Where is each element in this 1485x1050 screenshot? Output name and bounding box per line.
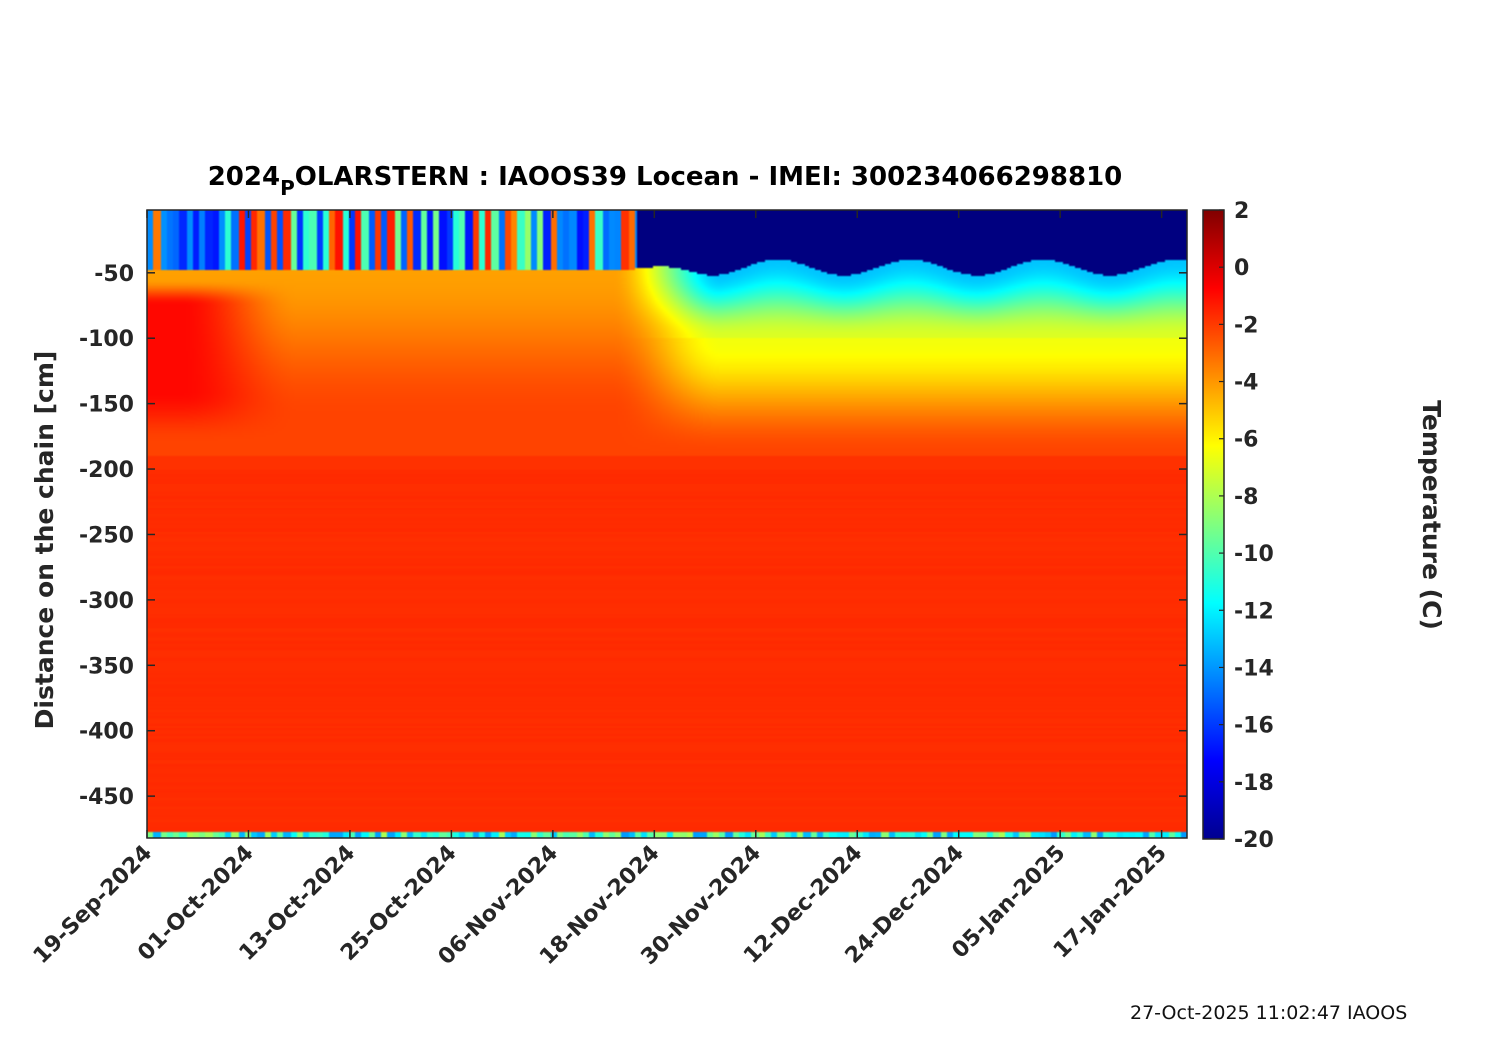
y-tick-label: -450 xyxy=(79,785,134,810)
y-axis-label: Distance on the chain [cm] xyxy=(30,351,59,730)
footer-timestamp: 27-Oct-2025 11:02:47 IAOOS xyxy=(1130,1002,1408,1024)
colorbar-tick-label: -4 xyxy=(1234,371,1258,396)
colorbar-ticks: 2 0 -2 -4 -6 -8 -10 -12 -14 -16 -18 -20 xyxy=(1219,199,1274,853)
colorbar-tick-label: -16 xyxy=(1234,714,1274,739)
y-tick-label: -400 xyxy=(79,720,134,745)
y-tick-label: -100 xyxy=(79,327,134,352)
colorbar-tick-label: -18 xyxy=(1234,771,1274,796)
y-tick-label: -350 xyxy=(79,654,134,679)
y-axis: -50 -100 -150 -200 -250 -300 -350 -400 -450 xyxy=(79,262,1187,810)
y-tick-label: -250 xyxy=(79,523,134,548)
y-tick-label: -200 xyxy=(79,458,134,483)
plot-frame xyxy=(146,209,1188,839)
colorbar-gradient xyxy=(1202,209,1225,840)
colorbar-tick-label: -12 xyxy=(1234,599,1274,624)
y-tick-label: -300 xyxy=(79,589,134,614)
heatmap-plot-area xyxy=(146,209,1188,839)
chart-title: 2024POLARSTERN : IAOOS39 Locean - IMEI: … xyxy=(208,162,1123,200)
colorbar-tick-label: -20 xyxy=(1234,828,1274,853)
temperature-heatmap xyxy=(147,210,1187,838)
colorbar: 2 0 -2 -4 -6 -8 -10 -12 -14 -16 -18 -20 Temperature… xyxy=(1202,199,1446,853)
colorbar-tick-label: -10 xyxy=(1234,542,1274,567)
colorbar-tick-label: -8 xyxy=(1234,485,1258,510)
y-tick-label: -150 xyxy=(79,393,134,418)
colorbar-tick-label: -2 xyxy=(1234,313,1258,338)
y-tick-label: -50 xyxy=(94,262,134,287)
colorbar-tick-label: -14 xyxy=(1234,656,1274,681)
colorbar-tick-label: 2 xyxy=(1234,199,1249,224)
colorbar-label: Temperature (C) xyxy=(1417,400,1446,630)
colorbar-tick-label: 0 xyxy=(1234,256,1249,281)
colorbar-tick-label: -6 xyxy=(1234,428,1258,453)
